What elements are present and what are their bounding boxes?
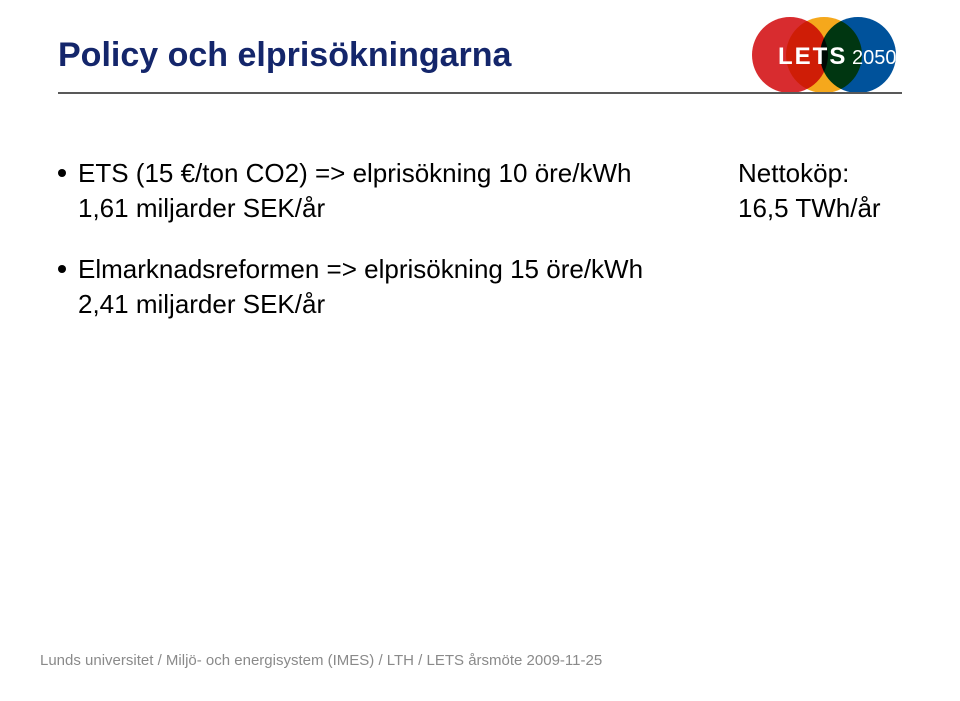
title-underline: [58, 92, 902, 94]
list-item: ETS (15 €/ton CO2) => elprisökning 10 ör…: [58, 156, 698, 226]
bullet-list: ETS (15 €/ton CO2) => elprisökning 10 ör…: [58, 156, 698, 348]
lets2050-logo: LETS 2050: [728, 14, 928, 96]
side-info-box: Nettoköp: 16,5 TWh/år: [738, 156, 898, 226]
footer-text: Lunds universitet / Miljö- och energisys…: [40, 652, 602, 669]
bullet-line-1: ETS (15 €/ton CO2) => elprisökning 10 ör…: [78, 158, 632, 188]
bullet-text: Elmarknadsreformen => elprisökning 15 ör…: [78, 252, 643, 322]
sidebox-value: 16,5 TWh/år: [738, 191, 898, 226]
list-item: Elmarknadsreformen => elprisökning 15 ör…: [58, 252, 698, 322]
sidebox-label: Nettoköp:: [738, 156, 898, 191]
page-title: Policy och elprisökningarna: [58, 36, 511, 75]
bullet-line-1: Elmarknadsreformen => elprisökning 15 ör…: [78, 254, 643, 284]
bullet-icon: [58, 265, 66, 273]
bullet-icon: [58, 169, 66, 177]
slide: LETS 2050 Policy och elprisökningarna ET…: [0, 0, 960, 701]
svg-text:LETS: LETS: [778, 43, 847, 70]
bullet-line-2: 1,61 miljarder SEK/år: [78, 193, 325, 223]
bullet-line-2: 2,41 miljarder SEK/år: [78, 289, 325, 319]
bullet-text: ETS (15 €/ton CO2) => elprisökning 10 ör…: [78, 156, 632, 226]
svg-text:2050: 2050: [852, 47, 897, 69]
